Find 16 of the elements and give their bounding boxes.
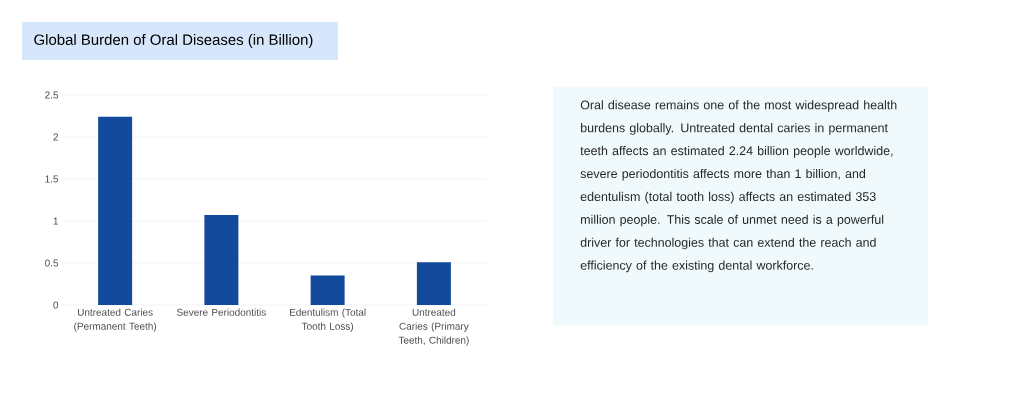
chart-title: Global Burden of Oral Diseases (in Billion) — [34, 34, 313, 48]
text: Oral disease remains one of the most widespread health burdens globally. Untreated dental caries in permanent teeth affects an estimated 2.24 billion people worldwide, severe periodontitis affects more than 1 billion, and edentulism (total tooth loss) affects an estimated 353 million people. This scale of unmet need is a powerful driver for technologies that can extend the reach and efficiency of the existing dental workforce. — [580, 100, 897, 273]
y-tick-label: 2.5 — [45, 91, 59, 99]
y-tick-label: 1.5 — [45, 175, 59, 183]
y-tick-label: 2 — [53, 133, 58, 141]
x-tick-label: Untreated Caries (Permanent Teeth) — [74, 308, 157, 332]
x-tick-label: Untreated Caries (Primary Teeth, Children) — [398, 308, 469, 346]
y-tick-label: 0 — [53, 301, 59, 309]
bar — [204, 215, 239, 305]
y-tick-label: 1 — [53, 217, 59, 225]
bar — [416, 262, 451, 305]
x-tick-label: Severe Periodontitis — [176, 308, 266, 316]
y-tick-label: 0.5 — [45, 259, 59, 267]
x-tick-label: Edentulism (Total Tooth Loss) — [289, 308, 366, 332]
bar — [310, 275, 345, 305]
bar — [98, 116, 133, 305]
